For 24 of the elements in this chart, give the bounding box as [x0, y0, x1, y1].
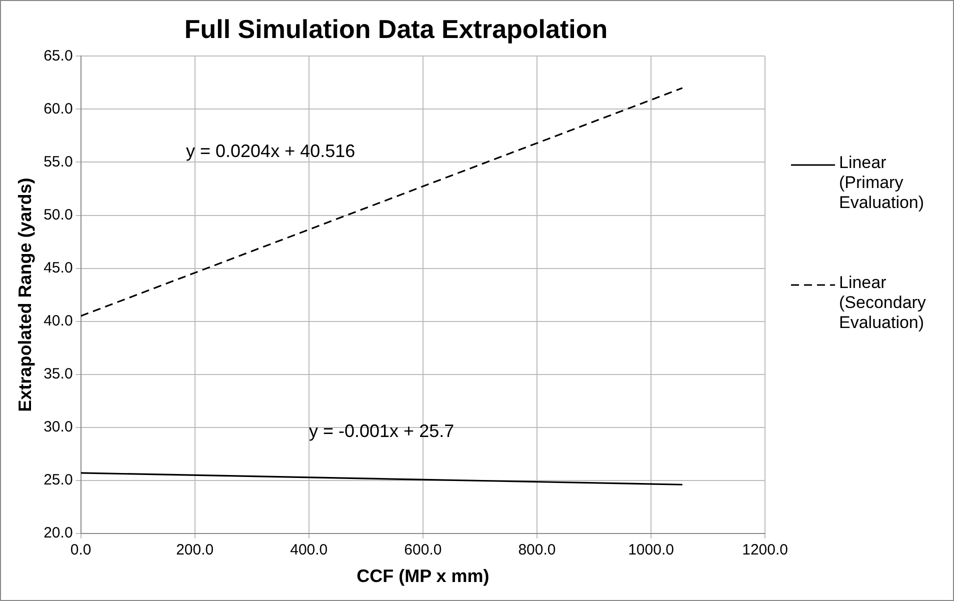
x-tick-label: 200.0: [176, 542, 214, 559]
legend-label: Linear (Primary Evaluation): [839, 153, 926, 213]
annotation: y = 0.0204x + 40.516: [186, 141, 356, 162]
annotation: y = -0.001x + 25.7: [309, 421, 454, 442]
y-tick-label: 65.0: [44, 47, 73, 64]
x-axis-title: CCF (MP x mm): [356, 566, 490, 586]
chart-title: Full Simulation Data Extrapolation: [184, 14, 608, 44]
x-tick-label: 0.0: [70, 542, 92, 559]
y-tick-label: 20.0: [44, 524, 73, 542]
y-tick-label: 60.0: [44, 100, 73, 118]
x-tick-label: 400.0: [290, 542, 328, 559]
y-tick-label: 50.0: [44, 206, 73, 224]
x-tick-label: 1200.0: [742, 542, 788, 559]
y-tick-label: 35.0: [44, 365, 73, 382]
y-axis-title: Extrapolated Range (yards): [14, 178, 35, 412]
y-tick-label: 55.0: [44, 153, 73, 170]
y-tick-label: 25.0: [44, 472, 73, 489]
y-tick-label: 40.0: [44, 312, 73, 330]
x-tick-label: 600.0: [404, 542, 442, 559]
x-tick-label: 800.0: [518, 542, 556, 559]
y-tick-label: 45.0: [44, 259, 73, 276]
x-tick-label: 1000.0: [628, 542, 674, 559]
y-tick-label: 30.0: [44, 418, 73, 436]
legend-label: Linear (Secondary Evaluation): [839, 273, 927, 333]
